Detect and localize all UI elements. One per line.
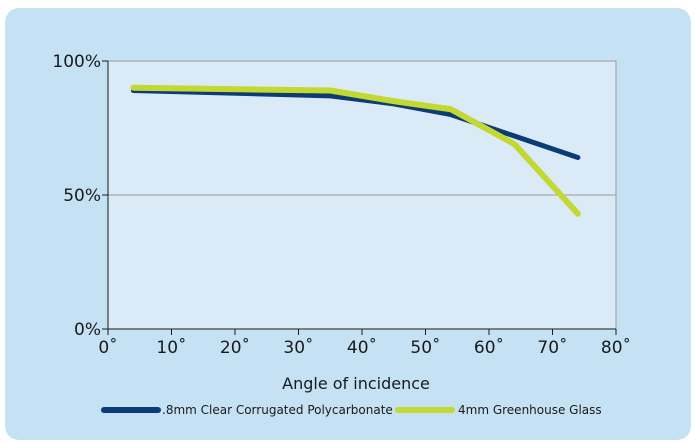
x-tick-label: 0˚ [98,337,117,358]
y-tick-label: 50% [63,186,101,206]
y-tick-label: 100% [52,52,101,72]
series-line-polycarbonate [130,87,581,160]
x-tick-label: 70˚ [537,337,567,358]
x-tick-label: 50˚ [410,337,440,358]
x-tick-label: 80˚ [601,337,631,358]
x-axis-title: Angle of incidence [282,374,430,393]
y-tick-labels: 0% 50% 100% [52,52,108,340]
series-line-glass [130,84,581,217]
x-tick-label: 20˚ [220,337,250,358]
series-lines [130,84,581,217]
x-tick-label: 60˚ [474,337,504,358]
x-tick-label: 30˚ [283,337,313,358]
axes [102,61,616,335]
x-tick-label: 40˚ [347,337,377,358]
legend: .8mm Clear Corrugated Polycarbonate 4mm … [101,403,602,417]
legend-label-polycarbonate: .8mm Clear Corrugated Polycarbonate [162,403,393,417]
x-tick-label: 10˚ [156,337,186,358]
x-tick-labels: 0˚ 10˚ 20˚ 30˚ 40˚ 50˚ 60˚ 70˚ 80˚ [98,329,631,358]
legend-label-glass: 4mm Greenhouse Glass [458,403,602,417]
y-tick-label: 0% [74,320,101,340]
